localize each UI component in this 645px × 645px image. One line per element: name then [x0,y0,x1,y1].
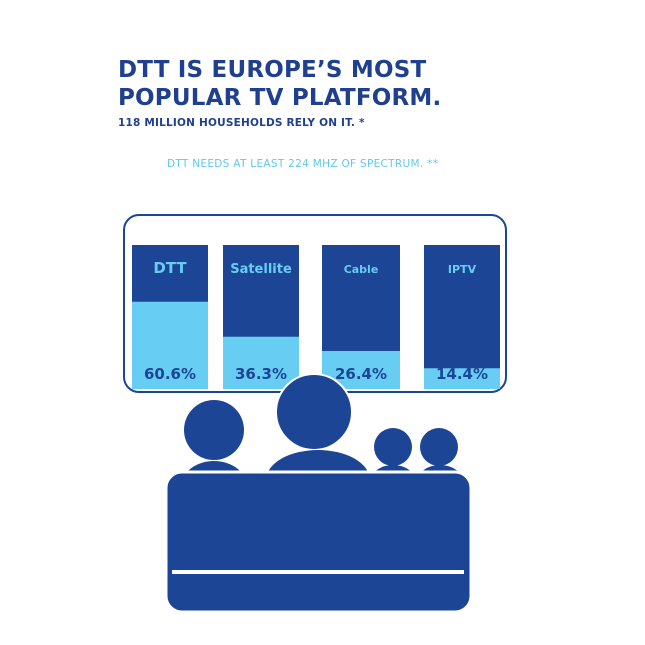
bar-value-label-dtt: 60.6% [144,365,196,383]
bar-label-iptv: IPTV [448,263,477,276]
bar-dtt [132,301,208,389]
sofa-body [164,470,473,614]
sofa-seat-line [172,570,464,574]
bar-value-label-satellite: 36.3% [235,365,287,383]
page-subtitle: 118 MILLION HOUSEHOLDS RELY ON IT. * [118,117,365,129]
bar-label-satellite: Satellite [230,262,292,277]
bar-chart: DTT 60.6% Satellite 36.3% Cable 26.4% IPTV 14.4… [132,245,500,389]
person-head-icon [184,400,244,460]
person-head-icon [374,428,412,466]
title-line-1: DTT IS EUROPE’S MOST [118,57,427,83]
bar-label-dtt: DTT [153,259,187,277]
sofa-icon [164,470,473,614]
bar-iptv [424,368,500,389]
bar-background-iptv [424,245,500,389]
title-line-2: POPULAR TV PLATFORM. [118,85,442,111]
person-head-icon [420,428,458,466]
person-head-icon [275,373,353,451]
bar-satellite [223,336,299,389]
bar-value-label-iptv: 14.4% [436,365,488,383]
spectrum-note: DTT NEEDS AT LEAST 224 MHZ OF SPECTRUM. … [167,158,439,170]
bar-label-cable: Cable [344,263,379,276]
bar-value-label-cable: 26.4% [335,365,387,383]
page-title: DTT IS EUROPE’S MOST POPULAR TV PLATFORM… [118,56,618,112]
